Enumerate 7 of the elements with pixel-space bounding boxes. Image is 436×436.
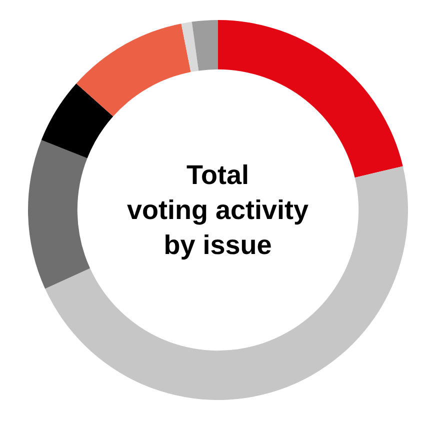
donut-slice [76,24,191,116]
donut-slice [28,140,90,289]
donut-slice [192,20,218,71]
donut-slice [45,166,408,400]
text: Total voting activity by issue [127,160,309,260]
donut-slice [41,83,114,158]
donut-slice [181,22,199,72]
